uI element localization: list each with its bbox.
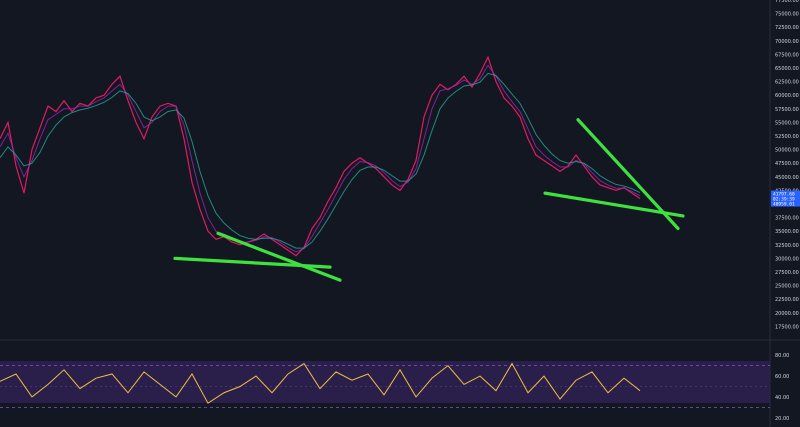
lower-trendline-1[interactable] (173, 256, 332, 269)
price-series-line-1 (0, 64, 641, 253)
rsi-band (0, 361, 770, 403)
price-tick-label: 60000.00 (775, 93, 799, 99)
price-tick-label: 65000.00 (775, 66, 799, 72)
rsi-tick-label: 60.00 (775, 374, 789, 380)
price-tick-label: 27500.00 (775, 270, 799, 276)
price-tick-label: 52500.00 (775, 134, 799, 140)
price-tick-label: 57500.00 (775, 107, 799, 113)
price-badge-line: 02:39:39 (773, 197, 795, 203)
price-tick-label: 77500.00 (775, 0, 799, 4)
price-badge-bg (771, 190, 800, 207)
price-series-line-2 (0, 72, 641, 249)
lower-trendline-2[interactable] (543, 191, 685, 218)
price-tick-label: 32500.00 (775, 243, 799, 249)
price-tick-label: 75000.00 (775, 12, 799, 18)
price-badge-line: 40959.01 (773, 202, 795, 208)
rsi-line (0, 362, 641, 404)
rsi-tick-label: 20.00 (775, 416, 789, 422)
trendlines-group (173, 118, 685, 282)
price-tick-label: 45000.00 (775, 175, 799, 181)
rsi-series-group (0, 362, 770, 408)
price-series-group (0, 55, 641, 257)
price-tick-label: 35000.00 (775, 229, 799, 235)
price-tick-label: 25000.00 (775, 284, 799, 290)
price-tick-label: 17500.00 (775, 324, 799, 330)
rsi-tick-label: 80.00 (775, 353, 789, 359)
price-series-line-0 (0, 55, 641, 257)
price-tick-label: 30000.00 (775, 256, 799, 262)
price-tick-label: 47500.00 (775, 161, 799, 167)
price-tick-label: 50000.00 (775, 148, 799, 154)
price-tick-label: 70000.00 (775, 39, 799, 45)
price-tick-label: 72500.00 (775, 25, 799, 31)
price-tick-label: 22500.00 (775, 297, 799, 303)
price-tick-label: 37500.00 (775, 216, 799, 222)
rsi-axis[interactable]: 20.00 40.00 60.00 80.00 (775, 353, 789, 422)
upper-trendline-1[interactable] (216, 231, 342, 282)
price-tick-label: 67500.00 (775, 52, 799, 58)
upper-trendline-2[interactable] (576, 118, 680, 231)
price-tick-label: 62500.00 (775, 80, 799, 86)
rsi-tick-label: 40.00 (775, 395, 789, 401)
price-tick-label: 55000.00 (775, 120, 799, 126)
price-tick-label: 20000.00 (775, 311, 799, 317)
price-badge-line: 41797.60 (773, 192, 795, 198)
